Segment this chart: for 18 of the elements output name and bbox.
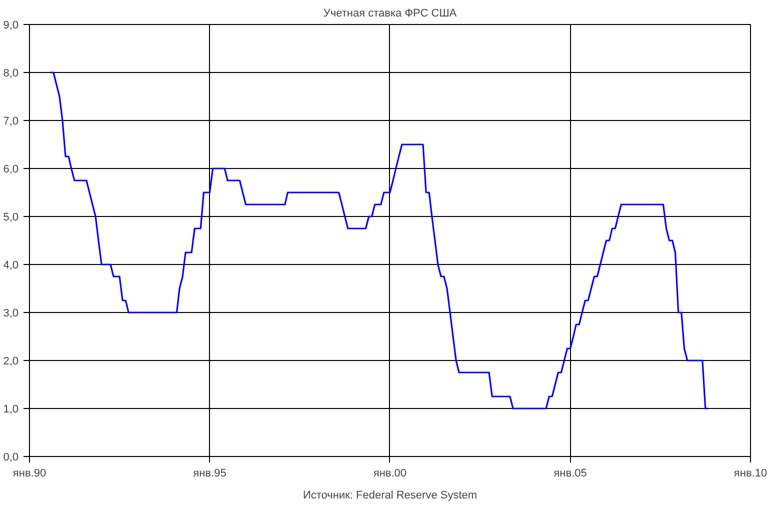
- y-tick-label: 5,0: [3, 212, 19, 224]
- x-tick-label: янв.90: [12, 468, 46, 480]
- x-tick-label: янв.05: [554, 468, 587, 480]
- x-tick-label: янв.00: [373, 468, 407, 480]
- chart-title: Учетная ставка ФРС США: [323, 8, 458, 20]
- y-tick-label: 7,0: [3, 116, 19, 128]
- y-tick-label: 6,0: [3, 164, 19, 176]
- y-tick-label: 3,0: [3, 308, 19, 320]
- y-tick-label: 9,0: [3, 20, 19, 32]
- x-tick-label: янв.10: [734, 468, 768, 480]
- y-tick-label: 8,0: [3, 68, 19, 80]
- y-tick-label: 1,0: [3, 404, 19, 416]
- line-series: [50, 72, 710, 410]
- x-tick-label: янв.95: [193, 468, 226, 480]
- y-tick-label: 0,0: [3, 452, 19, 464]
- y-tick-label: 2,0: [3, 356, 19, 368]
- y-tick-label: 4,0: [3, 260, 19, 272]
- text: Источник: Federal Reserve System: [302, 490, 478, 502]
